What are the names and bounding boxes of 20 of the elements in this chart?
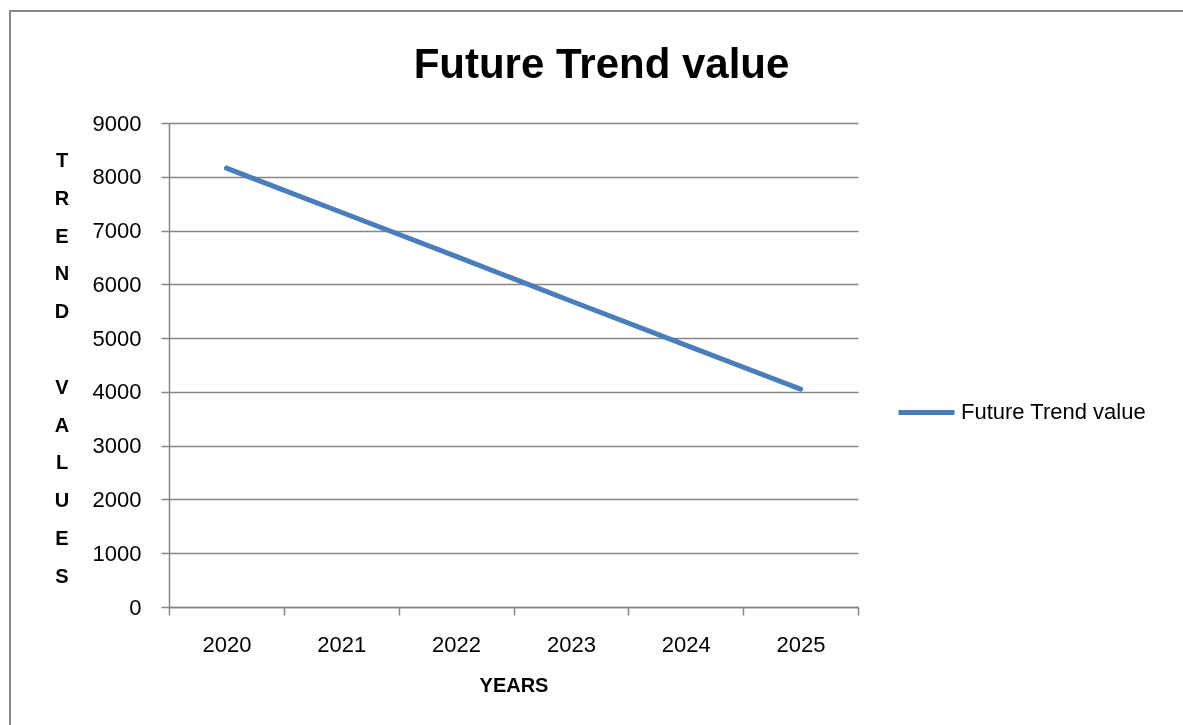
y-tick-label: 5000 [92, 325, 142, 351]
y-tick-label: 6000 [92, 271, 142, 297]
y-tick-label: 9000 [92, 110, 142, 136]
x-axis-title: YEARS [479, 673, 549, 696]
y-tick-label: 8000 [92, 164, 142, 190]
x-tick-label: 2021 [317, 631, 367, 657]
y-tick-label: 3000 [92, 433, 142, 459]
chart-title: Future Trend value [413, 40, 790, 87]
y-tick-label: 0 [129, 594, 142, 620]
legend-label: Future Trend value [961, 399, 1146, 425]
x-tick-label: 2020 [202, 631, 252, 657]
y-tick-label: 4000 [92, 379, 142, 405]
x-tick-label: 2025 [776, 631, 826, 657]
y-tick-label: 7000 [92, 218, 142, 244]
x-tick-label: 2023 [546, 631, 596, 657]
x-tick-label: 2024 [661, 631, 711, 657]
y-tick-label: 1000 [92, 540, 142, 566]
y-axis-title: TREND VALUES [51, 149, 73, 603]
y-tick-label: 2000 [92, 486, 142, 512]
x-tick-label: 2022 [432, 631, 482, 657]
